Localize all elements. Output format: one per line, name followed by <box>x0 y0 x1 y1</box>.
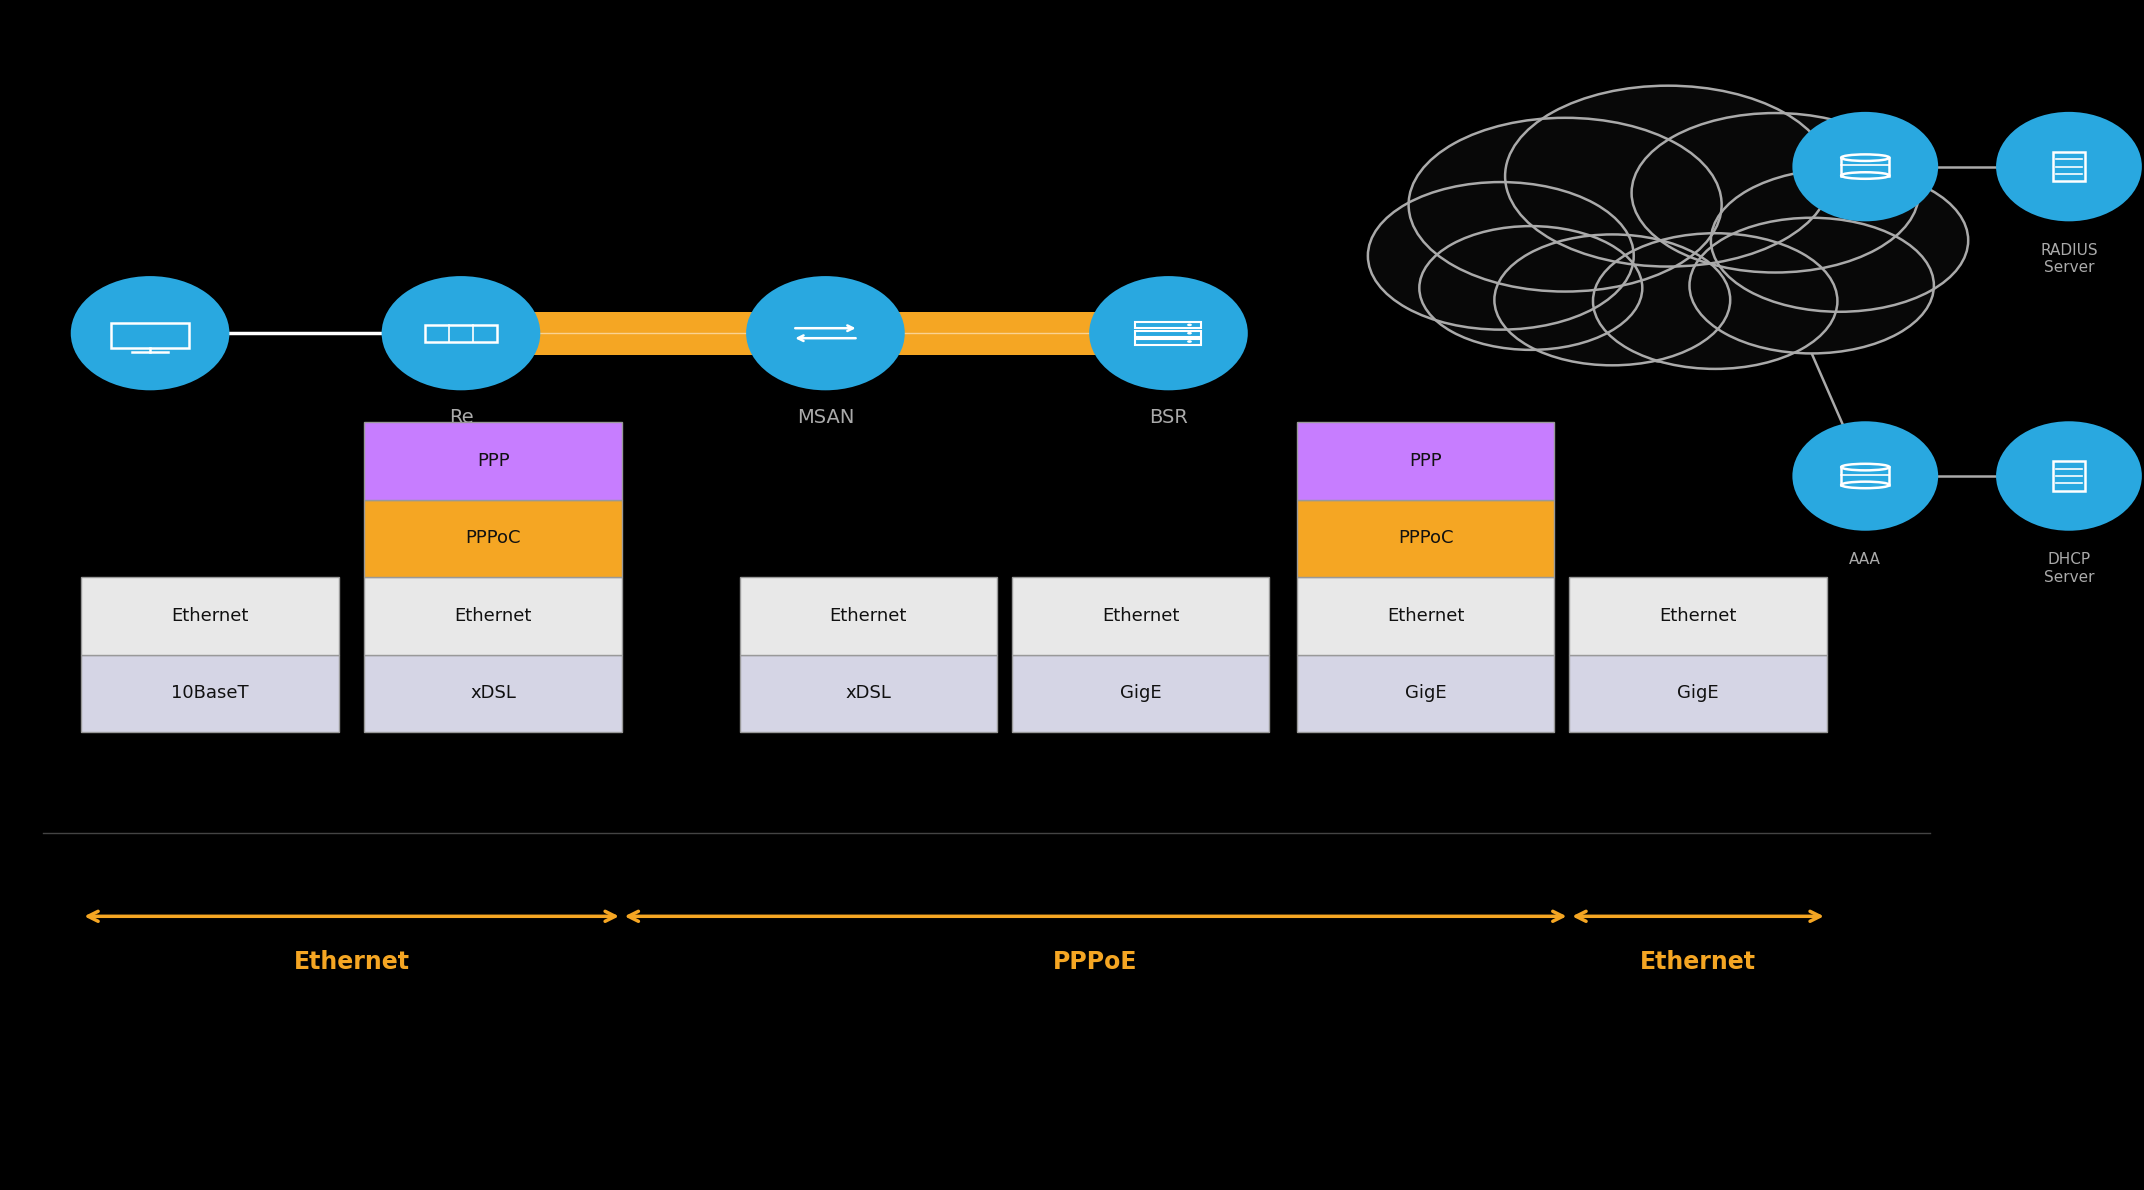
FancyBboxPatch shape <box>1012 654 1269 732</box>
Text: Ethernet: Ethernet <box>1387 607 1464 625</box>
Circle shape <box>1632 113 1919 273</box>
FancyBboxPatch shape <box>740 654 997 732</box>
Ellipse shape <box>1792 112 1938 221</box>
FancyBboxPatch shape <box>1012 577 1269 654</box>
Text: Re: Re <box>448 408 474 427</box>
FancyBboxPatch shape <box>364 500 622 577</box>
Text: PPPoC: PPPoC <box>1398 530 1454 547</box>
Text: GigE: GigE <box>1404 684 1447 702</box>
Text: PPPoC: PPPoC <box>465 530 521 547</box>
FancyBboxPatch shape <box>740 577 997 654</box>
FancyBboxPatch shape <box>1297 422 1554 500</box>
Text: Ethernet: Ethernet <box>1102 607 1179 625</box>
Text: Ethernet: Ethernet <box>294 950 410 973</box>
Circle shape <box>1368 182 1634 330</box>
FancyBboxPatch shape <box>1297 577 1554 654</box>
Text: AAA: AAA <box>1850 552 1880 568</box>
FancyBboxPatch shape <box>364 654 622 732</box>
FancyBboxPatch shape <box>364 577 622 654</box>
Text: DHCP
Server: DHCP Server <box>2043 552 2095 584</box>
Text: GigE: GigE <box>1677 684 1719 702</box>
Ellipse shape <box>71 276 229 390</box>
Text: PPP: PPP <box>1409 452 1443 470</box>
Circle shape <box>1593 233 1837 369</box>
Text: IP Network: IP Network <box>1574 347 1685 367</box>
Circle shape <box>1711 169 1968 312</box>
FancyBboxPatch shape <box>364 422 622 500</box>
Circle shape <box>1689 218 1934 353</box>
Text: PPP: PPP <box>476 452 510 470</box>
Ellipse shape <box>1996 421 2142 531</box>
Text: AAA: AAA <box>1850 243 1880 258</box>
Circle shape <box>1188 332 1192 334</box>
Circle shape <box>1409 118 1722 292</box>
Ellipse shape <box>382 276 540 390</box>
FancyBboxPatch shape <box>1297 654 1554 732</box>
Text: xDSL: xDSL <box>845 684 892 702</box>
Circle shape <box>1419 226 1642 350</box>
Text: PPPoE: PPPoE <box>1053 950 1138 973</box>
Ellipse shape <box>1089 276 1248 390</box>
Circle shape <box>1505 86 1831 267</box>
Ellipse shape <box>1996 112 2142 221</box>
Ellipse shape <box>746 276 905 390</box>
Circle shape <box>1494 234 1730 365</box>
Text: BSR: BSR <box>1149 408 1188 427</box>
Text: MSAN: MSAN <box>798 408 853 427</box>
Text: Ethernet: Ethernet <box>830 607 907 625</box>
FancyBboxPatch shape <box>1569 654 1827 732</box>
FancyBboxPatch shape <box>81 577 339 654</box>
Text: Ethernet: Ethernet <box>455 607 532 625</box>
FancyBboxPatch shape <box>1569 577 1827 654</box>
Text: Ethernet: Ethernet <box>172 607 249 625</box>
Text: xDSL: xDSL <box>470 684 517 702</box>
Text: Ethernet: Ethernet <box>1640 950 1756 973</box>
Text: 10BaseT: 10BaseT <box>172 684 249 702</box>
Circle shape <box>1188 340 1192 343</box>
Ellipse shape <box>1792 421 1938 531</box>
FancyBboxPatch shape <box>81 654 339 732</box>
FancyBboxPatch shape <box>450 312 1179 355</box>
FancyBboxPatch shape <box>1297 500 1554 577</box>
Text: Ethernet: Ethernet <box>1659 607 1737 625</box>
Text: GigE: GigE <box>1119 684 1162 702</box>
Text: RADIUS
Server: RADIUS Server <box>2041 243 2097 275</box>
Circle shape <box>1188 324 1192 326</box>
